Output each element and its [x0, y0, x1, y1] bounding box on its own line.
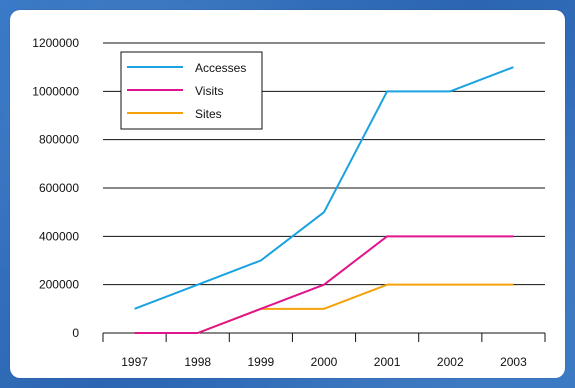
x-tick-label: 2003 — [500, 355, 527, 369]
series-line-sites — [134, 283, 514, 334]
legend-label-visits: Visits — [195, 84, 223, 98]
chart-panel: 0 200000 400000 600000 800000 1000000 1200000 1… — [10, 10, 565, 378]
legend-label-accesses: Accesses — [195, 61, 246, 75]
line-chart: 0 200000 400000 600000 800000 1000000 1200000 1… — [32, 36, 546, 369]
x-tick-label: 2002 — [437, 355, 464, 369]
y-tick-label: 400000 — [39, 229, 79, 243]
series-line-accesses — [134, 66, 514, 310]
x-tick-label: 1999 — [248, 355, 275, 369]
y-tick-label: 800000 — [39, 133, 79, 147]
x-tick-label: 1998 — [184, 355, 211, 369]
x-tick-label: 2000 — [311, 355, 338, 369]
y-tick-label: 600000 — [39, 181, 79, 195]
x-tick-label: 2001 — [374, 355, 401, 369]
series-line-visits — [134, 235, 514, 334]
y-tick-label: 1000000 — [32, 84, 79, 98]
legend-label-sites: Sites — [195, 107, 222, 121]
y-tick-label: 1200000 — [32, 36, 79, 50]
y-tick-label: 200000 — [39, 278, 79, 292]
x-tick-label: 1997 — [121, 355, 148, 369]
y-tick-label: 0 — [72, 326, 79, 340]
